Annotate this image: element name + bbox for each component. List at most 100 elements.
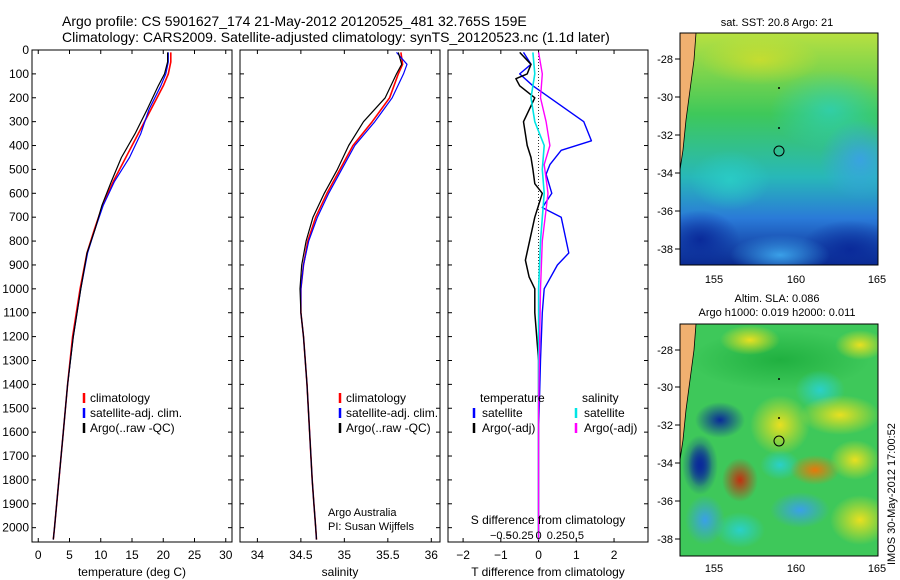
sst-map-title: sat. SST: 20.8 Argo: 21: [721, 17, 834, 29]
legend-label: Argo(..raw -QC): [90, 421, 175, 435]
sst-ytick: -34: [657, 168, 673, 180]
sst-map: sat. SST: 20.8 Argo: 21 -28 -30 -32 -34 …: [657, 17, 886, 286]
x-tick-label: 5: [66, 548, 73, 562]
y-tick-label: 1300: [2, 353, 29, 367]
s-tick-label: 0: [536, 530, 542, 542]
y-tick-label: 1500: [2, 401, 29, 415]
sst-ytick: -36: [657, 206, 673, 218]
x-tick-label: 0: [535, 548, 542, 562]
y-tick-label: 1700: [2, 449, 29, 463]
difference-chart: −2 −1 0 1 2 −0.5−0.25 0 0.25 0.5 temperature salin…: [448, 49, 648, 562]
temperature-xlabel: temperature (deg C): [78, 565, 186, 579]
x-tick-label: 35: [338, 548, 352, 562]
x-tick-label: 25: [188, 548, 202, 562]
sst-ytick: -28: [657, 54, 673, 66]
legend-label: Argo(-adj): [482, 421, 535, 435]
sla-xtick: 160: [787, 563, 805, 575]
salinity-chart: 34 34.5 35 35.5 36 climatologysatellite-adj. …: [240, 49, 440, 562]
y-tick-label: 1000: [2, 282, 29, 296]
s-tick-label: −0.25: [506, 530, 534, 542]
s-tick-label: 0.25: [547, 530, 568, 542]
legend-label: satellite: [482, 406, 523, 420]
y-tick-label: 300: [9, 115, 29, 129]
legend-label: Argo(..raw -QC): [346, 421, 431, 435]
y-tick-label: 200: [9, 91, 29, 105]
s-tick-label: −0.5: [490, 530, 512, 542]
x-tick-label: 15: [125, 548, 139, 562]
temperature-chart: 0 5 10 15 20 25 300100200300400500600700800900…: [2, 43, 232, 562]
series-line-3: [530, 52, 546, 540]
salinity-axes: [239, 49, 441, 543]
legend-label: climatology: [346, 391, 406, 405]
annotation-pi: PI: Susan Wijffels: [328, 521, 414, 533]
sla-ytick: -28: [657, 345, 673, 357]
series-line-2: [300, 52, 408, 540]
x-tick-label: 1: [573, 548, 580, 562]
series-line-2: [515, 51, 544, 540]
y-tick-label: 400: [9, 139, 29, 153]
sla-ytick: -30: [657, 382, 673, 394]
s-tick-label: 0.5: [569, 530, 584, 542]
x-tick-label: 35.5: [376, 548, 400, 562]
y-tick-label: 1200: [2, 330, 29, 344]
x-tick-label: 34.5: [289, 548, 313, 562]
sla-xtick: 155: [705, 563, 723, 575]
y-tick-label: 0: [22, 43, 29, 57]
difference-axes: [447, 49, 649, 543]
sla-ytick: -32: [657, 420, 673, 432]
y-tick-label: 800: [9, 234, 29, 248]
header-line-2: Climatology: CARS2009. Satellite-adjuste…: [62, 29, 610, 45]
sst-xtick: 160: [787, 274, 805, 286]
y-tick-label: 1900: [2, 497, 29, 511]
series-line-3: [52, 52, 169, 540]
y-tick-label: 1400: [2, 377, 29, 391]
difference-xlabel: T difference from climatology: [471, 565, 625, 579]
legend-title-temperature: temperature: [480, 391, 545, 405]
sla-ytick: -36: [657, 496, 673, 508]
y-tick-label: 600: [9, 186, 29, 200]
x-tick-label: 34: [251, 548, 265, 562]
y-tick-label: 2000: [2, 521, 29, 535]
sla-ytick: -38: [657, 534, 673, 546]
series-line-3: [299, 52, 403, 540]
x-tick-label: 36: [425, 548, 439, 562]
x-tick-label: −2: [456, 548, 470, 562]
sla-map: Altim. SLA: 0.086 Argo h1000: 0.019 h200…: [657, 293, 886, 575]
sst-xtick: 165: [868, 274, 886, 286]
sla-map-title-2: Argo h1000: 0.019 h2000: 0.011: [699, 307, 856, 319]
sst-ytick: -30: [657, 92, 673, 104]
y-tick-label: 1600: [2, 425, 29, 439]
x-tick-label: 10: [94, 548, 108, 562]
x-tick-label: 0: [35, 548, 42, 562]
series-line-1: [52, 52, 172, 540]
y-tick-label: 1100: [3, 306, 29, 320]
legend-label: climatology: [90, 391, 150, 405]
difference-xlabel-top: S difference from climatology: [471, 513, 626, 527]
legend-label: satellite-adj. clim.: [90, 406, 182, 420]
salinity-xlabel: salinity: [322, 565, 359, 579]
legend-label: satellite-adj. clim.: [346, 406, 438, 420]
annotation-institution: Argo Australia: [328, 507, 397, 519]
sst-xtick: 155: [705, 274, 723, 286]
series-line-4: [537, 52, 551, 540]
sla-map-title-1: Altim. SLA: 0.086: [735, 293, 820, 305]
y-tick-label: 900: [9, 258, 29, 272]
sst-ytick: -38: [657, 244, 673, 256]
temperature-axes: [31, 49, 233, 543]
y-tick-label: 1800: [2, 473, 29, 487]
footer-stamp: IMOS 30-May-2012 17:00:52: [886, 423, 898, 565]
series-line-1: [519, 52, 593, 540]
sst-argo-location-marker: [773, 145, 785, 157]
y-tick-label: 100: [9, 67, 29, 81]
legend-label: satellite: [584, 406, 625, 420]
series-line-2: [52, 52, 169, 540]
y-tick-label: 700: [9, 210, 29, 224]
sla-ytick: -34: [657, 458, 673, 470]
header-line-1: Argo profile: CS 5901627_174 21-May-2012…: [62, 13, 527, 29]
sla-argo-location-marker: [773, 435, 785, 447]
sla-xtick: 165: [868, 563, 886, 575]
legend-title-salinity: salinity: [582, 391, 619, 405]
sst-ytick: -32: [657, 130, 673, 142]
y-tick-label: 500: [9, 162, 29, 176]
